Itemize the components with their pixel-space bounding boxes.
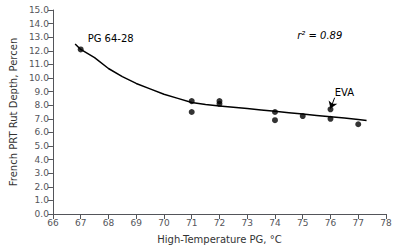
svg-text:9.0: 9.0: [35, 87, 50, 97]
svg-text:70: 70: [158, 218, 170, 228]
svg-text:4.0: 4.0: [35, 155, 50, 165]
svg-text:75: 75: [297, 218, 308, 228]
svg-text:7.0: 7.0: [35, 114, 50, 124]
svg-text:High-Temperature PG, °C: High-Temperature PG, °C: [157, 234, 281, 245]
svg-text:77: 77: [353, 218, 364, 228]
svg-text:r² = 0.89: r² = 0.89: [297, 30, 342, 41]
svg-text:74: 74: [269, 218, 281, 228]
svg-text:12.0: 12.0: [29, 46, 49, 56]
svg-text:1.0: 1.0: [35, 195, 50, 205]
svg-text:French PRT Rut Depth, Percen: French PRT Rut Depth, Percen: [8, 38, 19, 186]
svg-text:8.0: 8.0: [35, 100, 50, 110]
svg-text:11.0: 11.0: [29, 59, 49, 69]
svg-text:0.0: 0.0: [34, 209, 49, 219]
svg-text:67: 67: [75, 218, 86, 228]
svg-text:76: 76: [325, 218, 337, 228]
svg-text:78: 78: [380, 218, 392, 228]
svg-text:15.0: 15.0: [29, 5, 49, 15]
svg-text:6.0: 6.0: [35, 127, 50, 137]
svg-text:68: 68: [103, 218, 115, 228]
svg-text:3.0: 3.0: [35, 168, 50, 178]
svg-text:71: 71: [186, 218, 197, 228]
svg-text:73: 73: [241, 218, 252, 228]
svg-text:14.0: 14.0: [29, 19, 49, 29]
svg-text:10.0: 10.0: [29, 73, 49, 83]
svg-text:5.0: 5.0: [35, 141, 50, 151]
svg-text:66: 66: [47, 218, 59, 228]
svg-text:EVA: EVA: [335, 87, 355, 98]
svg-text:13.0: 13.0: [29, 32, 49, 42]
svg-text:2.0: 2.0: [35, 182, 50, 192]
svg-text:72: 72: [214, 218, 225, 228]
svg-text:69: 69: [130, 218, 142, 228]
svg-text:PG 64-28: PG 64-28: [88, 33, 134, 44]
